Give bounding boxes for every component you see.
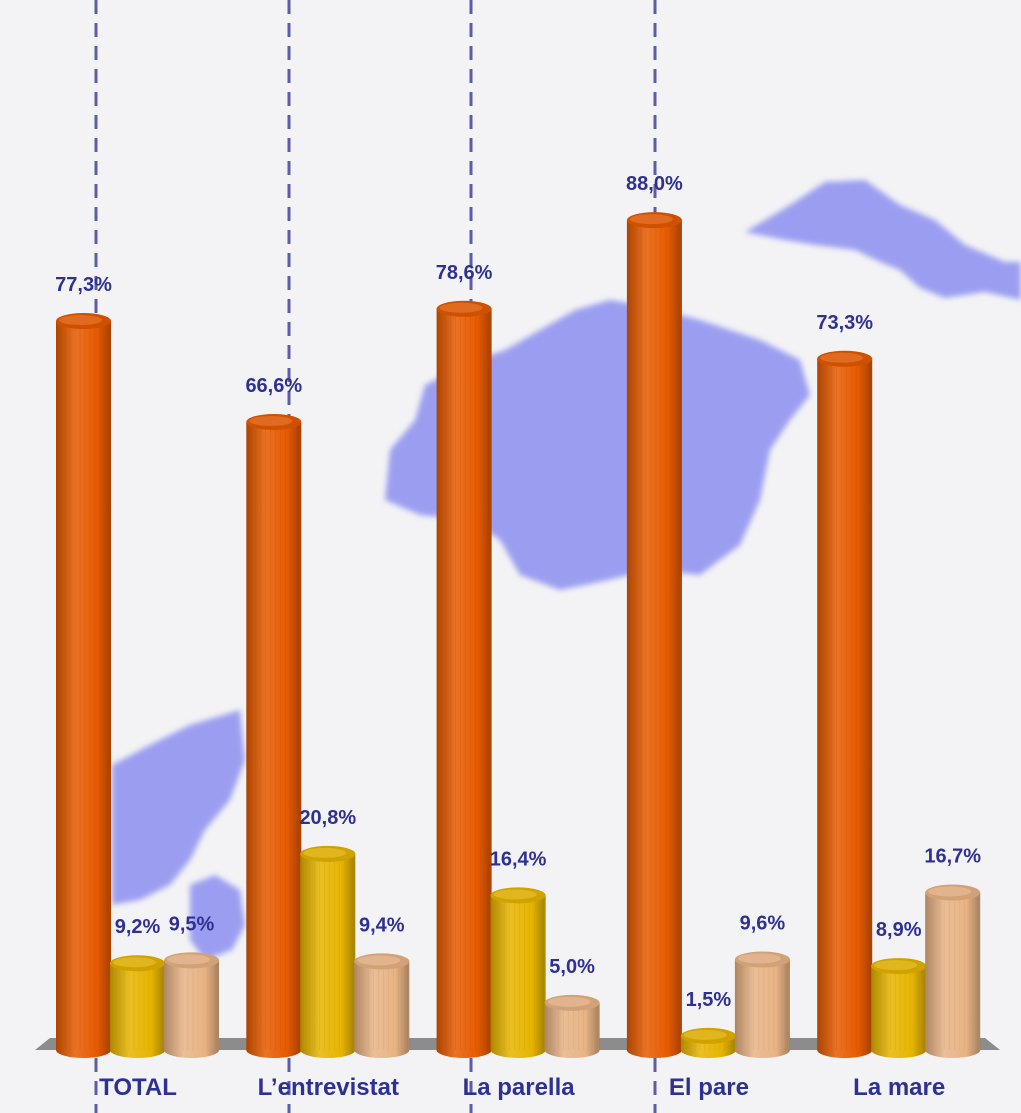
bar-cap-highlight <box>59 315 102 326</box>
bar-L’entrevistat-s2 <box>300 845 356 1058</box>
category-label: La parella <box>463 1074 576 1101</box>
bar-body <box>544 1002 600 1058</box>
value-labels: 77,3% 9,2% 9,5% 66,6% 20,8% 9,4% 78,6% 16,4% 5,0… <box>55 173 981 1011</box>
bar-body <box>300 853 356 1058</box>
data-label: 9,4% <box>359 914 405 936</box>
data-label: 9,2% <box>115 916 161 938</box>
bar-TOTAL-s2 <box>110 955 165 1058</box>
bar-cap-highlight <box>629 214 673 225</box>
data-label: 5,0% <box>549 956 595 978</box>
bar-La parella-s3 <box>544 994 600 1058</box>
bar-cap-highlight <box>357 955 401 966</box>
background-map-shape <box>190 875 245 960</box>
bar-TOTAL-s3 <box>164 952 219 1058</box>
category-label: El pare <box>669 1074 749 1101</box>
bar-L’entrevistat-s3 <box>354 953 410 1058</box>
bar-cap-highlight <box>547 996 591 1007</box>
data-label: 8,9% <box>876 919 922 941</box>
category-label: TOTAL <box>99 1074 177 1101</box>
data-label: 77,3% <box>55 274 112 296</box>
bar-body <box>436 308 492 1058</box>
background-map-shape <box>745 180 1021 300</box>
background-map-shape <box>112 710 245 905</box>
bar-body <box>164 960 219 1058</box>
bar-body <box>490 895 546 1058</box>
data-label: 9,5% <box>169 913 215 935</box>
data-label: 66,6% <box>245 375 302 397</box>
bar-cap-highlight <box>439 302 483 313</box>
category-label: La mare <box>853 1074 945 1101</box>
bar-La parella-s1 <box>436 300 492 1058</box>
bar-cap-highlight <box>493 889 537 900</box>
bar-cap-highlight <box>249 415 293 426</box>
bar-L’entrevistat-s1 <box>246 413 302 1058</box>
bar-body <box>56 321 111 1058</box>
bar-body <box>817 358 873 1058</box>
bar-cap-highlight <box>874 960 918 971</box>
data-label: 9,6% <box>740 912 786 934</box>
bar-body <box>734 959 790 1058</box>
bar-La mare-s1 <box>817 350 873 1058</box>
bar-El pare-s3 <box>734 951 790 1058</box>
bar-El pare-s1 <box>626 212 682 1058</box>
bar-body <box>925 892 981 1058</box>
data-label: 88,0% <box>626 173 683 195</box>
bar-TOTAL-s1 <box>56 313 111 1058</box>
data-label: 1,5% <box>686 989 732 1011</box>
bar-El pare-s2 <box>680 1027 736 1058</box>
bar-La mare-s2 <box>871 958 927 1058</box>
bar-cap-highlight <box>683 1029 727 1040</box>
bar-body <box>354 961 410 1058</box>
data-label: 73,3% <box>816 312 873 334</box>
bar-body <box>246 421 302 1058</box>
bar-cap-highlight <box>737 953 781 964</box>
category-labels: TOTAL L’entrevistat La parella El pare La ma… <box>99 1074 945 1101</box>
category-label: L’entrevistat <box>258 1074 399 1101</box>
bar-body <box>110 963 165 1058</box>
bars <box>56 212 981 1058</box>
data-label: 20,8% <box>299 807 356 829</box>
data-label: 16,7% <box>924 846 981 868</box>
bar-La mare-s3 <box>925 884 981 1058</box>
bar-cap-highlight <box>303 847 347 858</box>
bar-body <box>871 966 927 1058</box>
data-label: 16,4% <box>490 848 547 870</box>
bar-La parella-s2 <box>490 887 546 1058</box>
bar-cap-highlight <box>820 352 864 363</box>
bar-body <box>626 220 682 1058</box>
bar-cap-highlight <box>167 954 210 965</box>
bar-cap-highlight <box>113 957 156 968</box>
bar-cap-highlight <box>928 886 972 897</box>
data-label: 78,6% <box>436 262 493 284</box>
